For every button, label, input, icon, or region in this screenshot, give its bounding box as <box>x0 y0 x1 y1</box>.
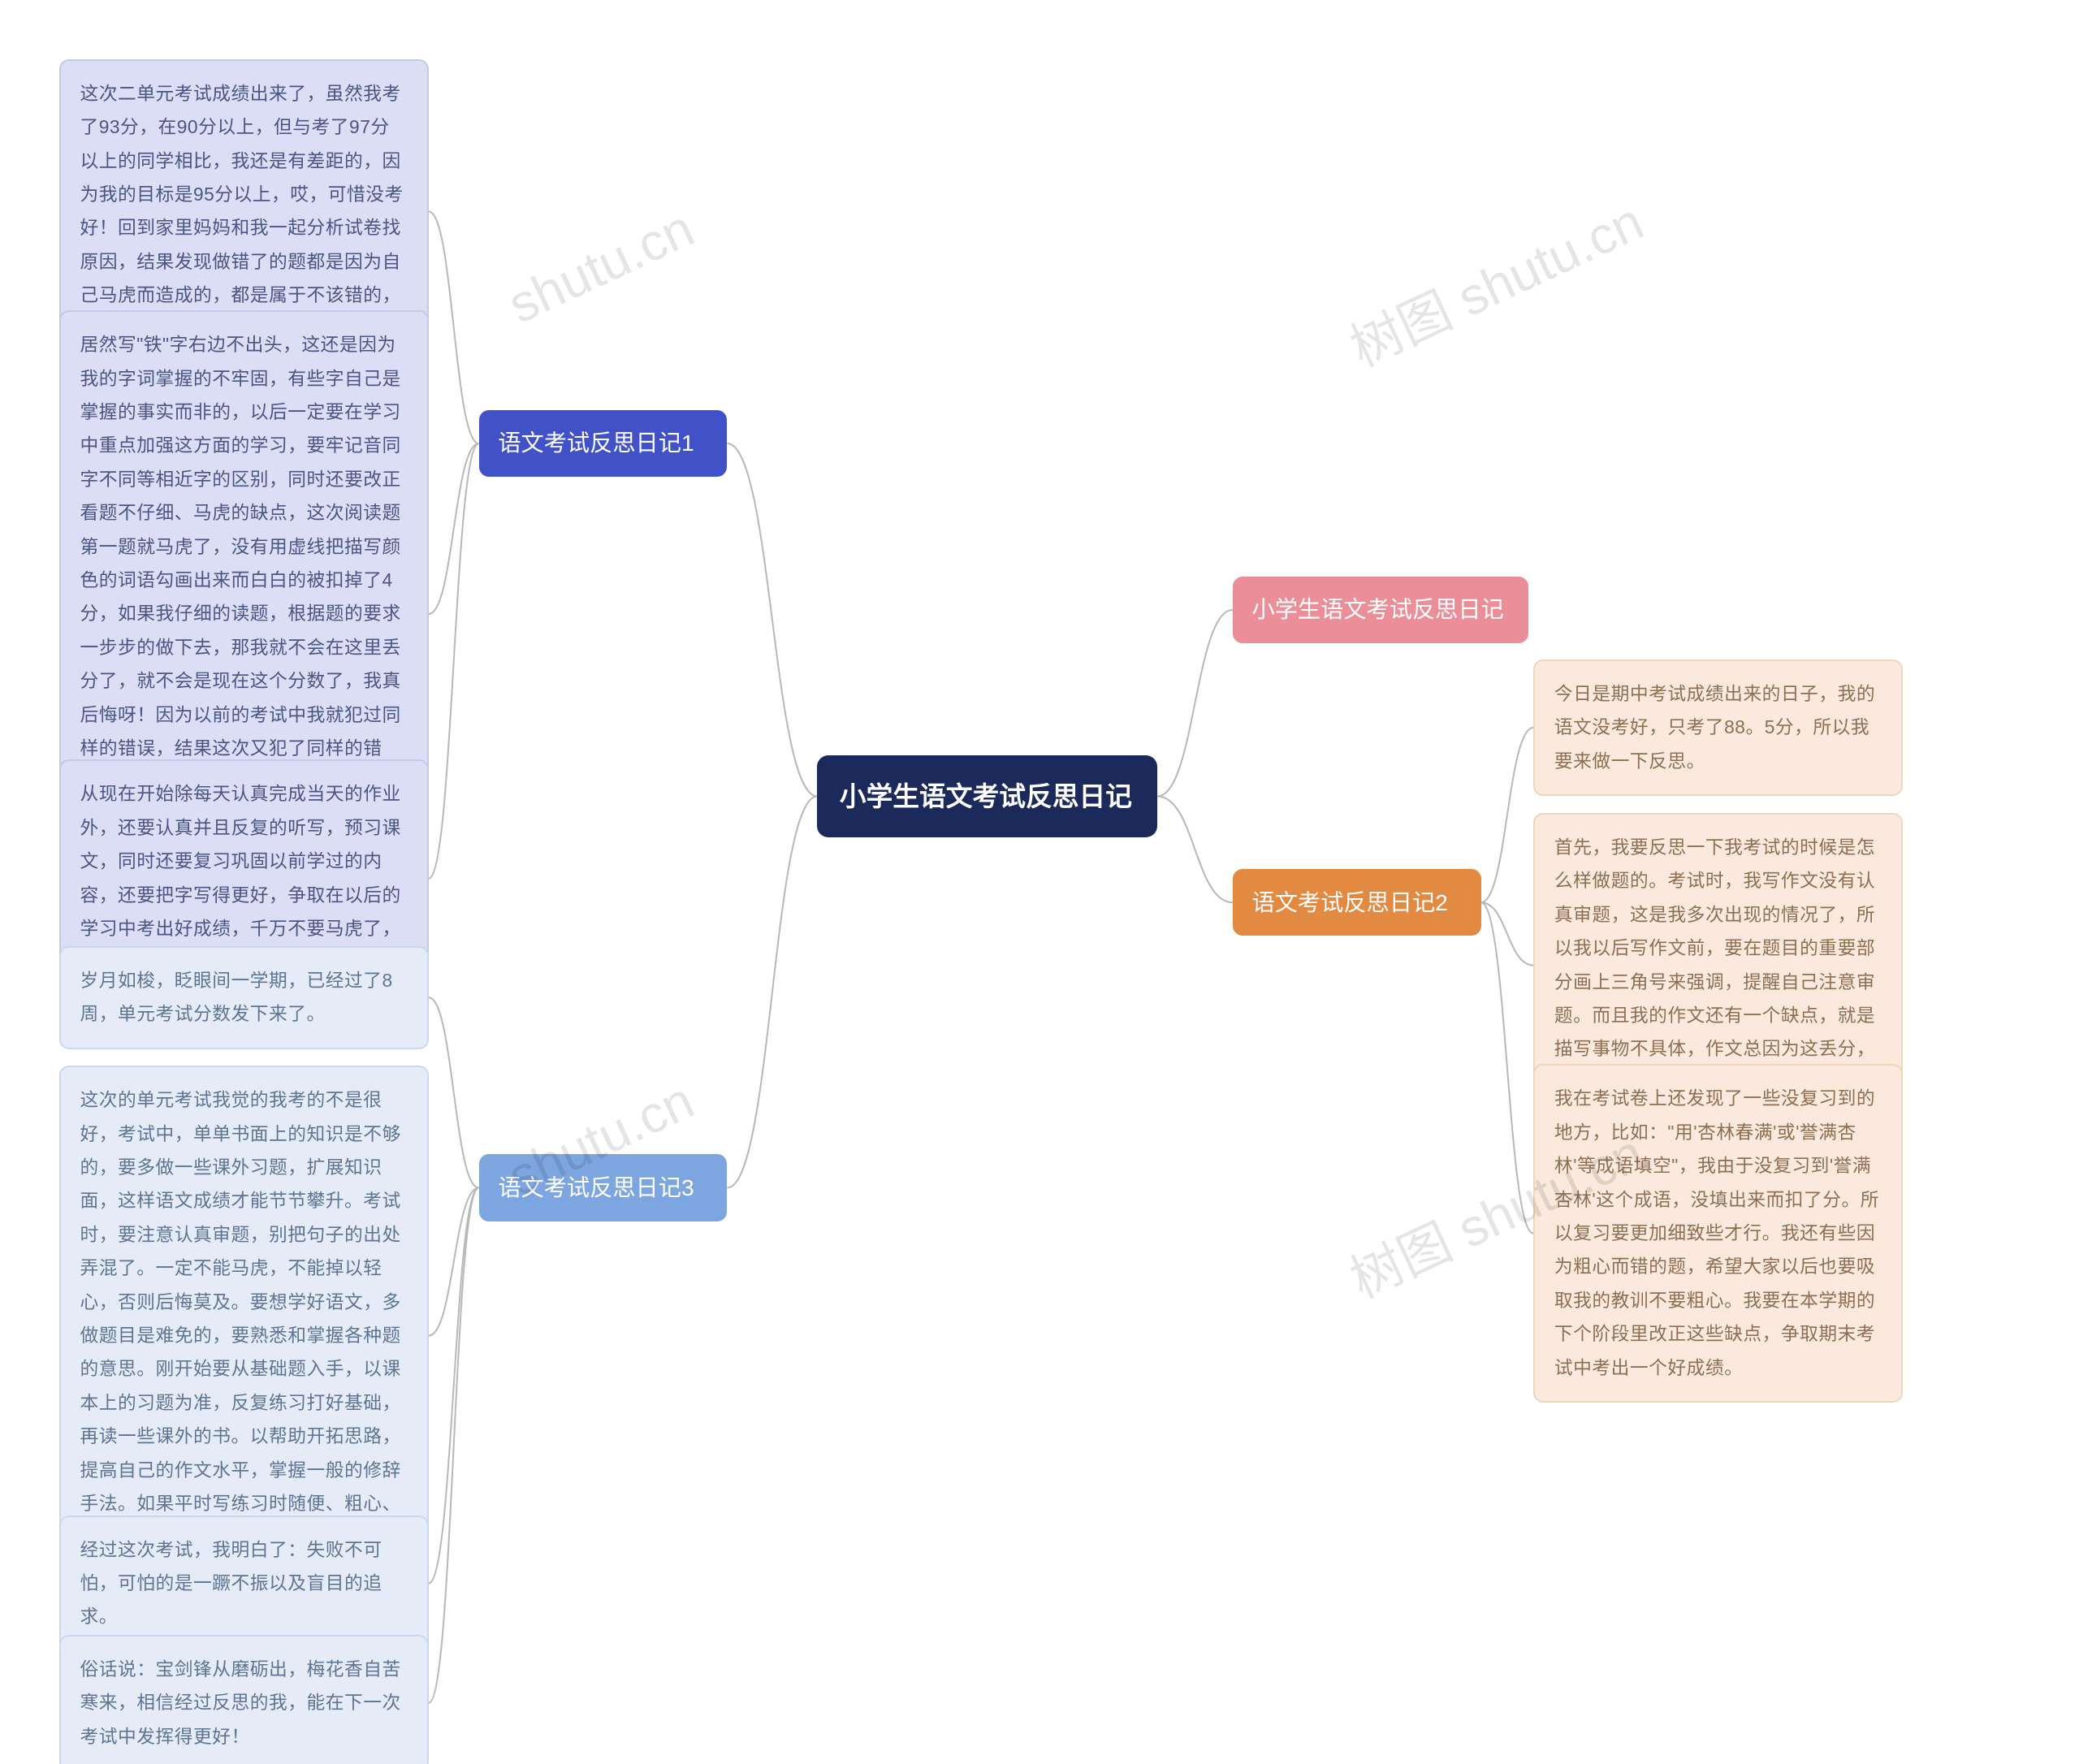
watermark: 树图 shutu.cn <box>1337 181 1653 382</box>
watermark: shutu.cn <box>499 198 702 335</box>
diary3-leaf-2: 经过这次考试，我明白了：失败不可怕，可怕的是一蹶不振以及盲目的追求。 <box>59 1515 429 1652</box>
branch-diary1: 语文考试反思日记1 <box>479 410 728 477</box>
diary3-leaf-0: 岁月如梭，眨眼间一学期，已经过了8周，单元考试分数发下来了。 <box>59 946 429 1049</box>
root-node: 小学生语文考试反思日记 <box>817 755 1157 837</box>
branch-diary2: 语文考试反思日记2 <box>1233 869 1481 936</box>
branch-pink: 小学生语文考试反思日记 <box>1233 577 1528 643</box>
diary2-leaf-0: 今日是期中考试成绩出来的日子，我的语文没考好，只考了88。5分，所以我要来做一下… <box>1533 659 1903 796</box>
diary3-leaf-3: 俗话说：宝剑锋从磨砺出，梅花香自苦寒来，相信经过反思的我，能在下一次考试中发挥得… <box>59 1635 429 1764</box>
diary2-leaf-2: 我在考试卷上还发现了一些没复习到的地方，比如："用'杏林春满'或'誉满杏林'等成… <box>1533 1064 1903 1403</box>
branch-diary3: 语文考试反思日记3 <box>479 1154 728 1221</box>
